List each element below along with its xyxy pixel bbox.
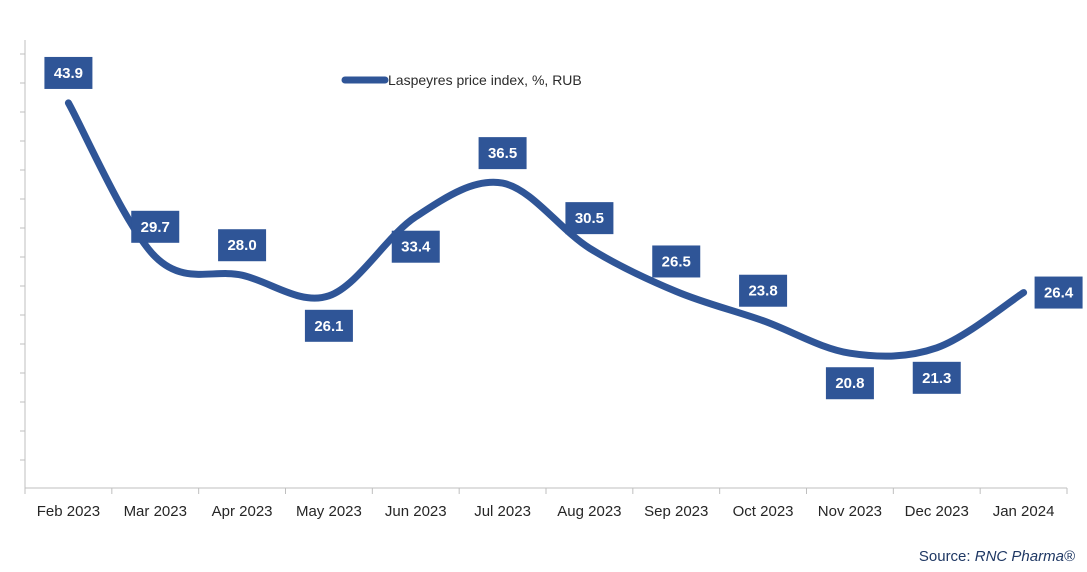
data-label: 30.5 <box>565 202 614 235</box>
source-name: RNC Pharma® <box>974 548 1075 565</box>
data-label: 26.5 <box>652 245 701 278</box>
x-tick-label: Dec 2023 <box>905 503 969 520</box>
data-label-value: 33.4 <box>401 239 431 256</box>
data-label: 33.4 <box>391 230 440 263</box>
data-label: 26.1 <box>304 309 353 342</box>
data-labels: 43.9 29.7 28.0 26.1 33.4 36.5 30.5 26.5 23.8 20.8… <box>44 56 1083 400</box>
data-label-box <box>218 229 267 262</box>
data-label-value: 29.7 <box>141 219 170 236</box>
source-prefix: Source: <box>918 548 975 565</box>
x-tick-label: Jul 2023 <box>474 503 531 520</box>
x-tick-label: May 2023 <box>296 503 362 520</box>
data-label-box <box>912 361 961 394</box>
data-label-value: 23.8 <box>748 283 777 300</box>
x-tick-label: Mar 2023 <box>124 503 187 520</box>
data-label-value: 43.9 <box>54 65 83 82</box>
x-tick-label: Feb 2023 <box>37 503 100 520</box>
data-label: 21.3 <box>912 361 961 394</box>
data-label-value: 20.8 <box>835 375 864 392</box>
data-label-value: 26.1 <box>314 318 343 335</box>
data-label-value: 36.5 <box>488 145 517 162</box>
series-line <box>64 99 1028 360</box>
data-label: 28.0 <box>218 229 267 262</box>
series-group <box>64 99 1028 360</box>
data-label: 29.7 <box>131 210 180 243</box>
data-label: 43.9 <box>44 56 93 89</box>
x-tick-label: Oct 2023 <box>733 503 794 520</box>
data-label-box <box>304 309 353 342</box>
data-label-box <box>1034 276 1083 309</box>
data-label-box <box>739 274 788 307</box>
chart-axes: Feb 2023 Mar 2023 Apr 2023 May 2023 Jun 2023… <box>20 40 1068 520</box>
legend: Laspeyres price index, %, RUB <box>341 72 582 88</box>
data-label-box <box>391 230 440 263</box>
data-label-value: 30.5 <box>575 210 604 227</box>
data-label: 36.5 <box>478 137 527 170</box>
x-tick-label: Jan 2024 <box>993 503 1055 520</box>
data-label-box <box>652 245 701 278</box>
x-tick-label: Apr 2023 <box>212 503 273 520</box>
legend-label: Laspeyres price index, %, RUB <box>388 72 582 88</box>
data-label-box <box>44 56 93 89</box>
data-label-value: 26.4 <box>1044 285 1074 302</box>
data-label-value: 28.0 <box>227 237 256 254</box>
source-note: Source: RNC Pharma® <box>919 548 1075 565</box>
data-label-value: 26.5 <box>662 253 691 270</box>
x-tick-label: Jun 2023 <box>385 503 447 520</box>
x-tick-label: Aug 2023 <box>557 503 621 520</box>
data-label-box <box>478 137 527 170</box>
data-label-value: 21.3 <box>922 370 951 387</box>
x-tick-label: Sep 2023 <box>644 503 708 520</box>
data-label: 20.8 <box>825 367 874 400</box>
data-label-box <box>131 210 180 243</box>
line-chart: Feb 2023 Mar 2023 Apr 2023 May 2023 Jun 2023… <box>20 40 1083 520</box>
data-label: 26.4 <box>1034 276 1083 309</box>
data-label-box <box>825 367 874 400</box>
data-label: 23.8 <box>739 274 788 307</box>
data-label-box <box>565 202 614 235</box>
x-tick-label: Nov 2023 <box>818 503 882 520</box>
